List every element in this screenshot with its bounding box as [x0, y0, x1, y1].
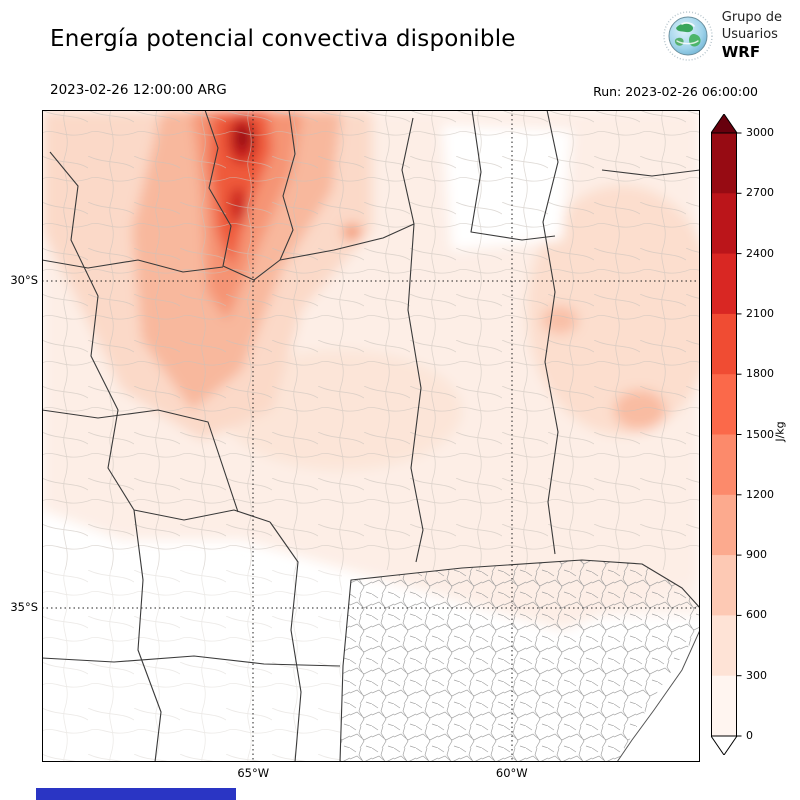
colorbar-tick-label: 2700 [746, 186, 774, 200]
y-axis-label: 30°S [10, 272, 38, 287]
colorbar-tick-label: 1200 [746, 487, 774, 501]
page-title: Energía potencial convectiva disponible [50, 26, 516, 52]
logo-line-3: WRF [721, 42, 761, 61]
colorbar-tick-label: 3000 [746, 126, 774, 139]
colorbar-bar [710, 113, 742, 756]
valid-time-label: 2023-02-26 12:00:00 ARG [50, 82, 227, 98]
colorbar-segments [711, 133, 737, 737]
coastline [616, 629, 701, 763]
logo-line-1: Grupo de [721, 10, 782, 26]
colorbar-tick-label: 900 [746, 548, 767, 562]
cape-map [41, 109, 717, 763]
graticule [42, 110, 700, 762]
logo-ring-text [663, 11, 713, 61]
x-axis-label: 65°W [237, 766, 270, 780]
colorbar-tick-label: 2100 [746, 306, 774, 320]
colorbar-segment [711, 313, 737, 375]
colorbar-tick-label: 1800 [746, 367, 774, 381]
colorbar-over-arrow [710, 113, 738, 134]
colorbar-tick-label: 0 [746, 729, 753, 742]
wrf-logo: Grupo de Usuarios WRF [662, 10, 782, 62]
y-axis-label: 35°S [10, 600, 38, 615]
colorbar-segment [711, 133, 737, 194]
logo-line-2: Usuarios [721, 26, 778, 42]
province-borders [41, 109, 701, 763]
colorbar-segment [711, 374, 737, 435]
wrf-logo-globe-icon [663, 11, 713, 61]
run-time-label: Run: 2023-02-26 06:00:00 [593, 84, 758, 99]
colorbar-segment [711, 253, 737, 315]
colorbar-under-arrow [710, 735, 738, 756]
colorbar-tick-label: 2400 [746, 246, 774, 260]
colorbar-tick-label: 300 [746, 668, 767, 682]
map-canvas [41, 109, 717, 763]
footer-blue-bar [36, 788, 236, 800]
colorbar-segment [711, 555, 737, 616]
colorbar-unit-label: J/kg [773, 421, 787, 442]
map-frame [42, 110, 700, 762]
wrf-logo-text: Grupo de Usuarios WRF [722, 10, 782, 61]
colorbar-tickmarks [737, 132, 742, 737]
x-axis-label: 60°W [495, 766, 528, 780]
colorbar-segment [711, 494, 737, 556]
colorbar-tick-label: 1500 [746, 427, 774, 441]
colorbar-outline [711, 132, 737, 737]
colorbar-segment [711, 193, 737, 255]
department-borders [42, 110, 700, 762]
colorbar-tick-label: 600 [746, 608, 767, 622]
colorbar-segment [711, 434, 737, 496]
colorbar-segment [711, 615, 737, 677]
colorbar-segment [711, 675, 737, 737]
colorbar [710, 113, 743, 759]
